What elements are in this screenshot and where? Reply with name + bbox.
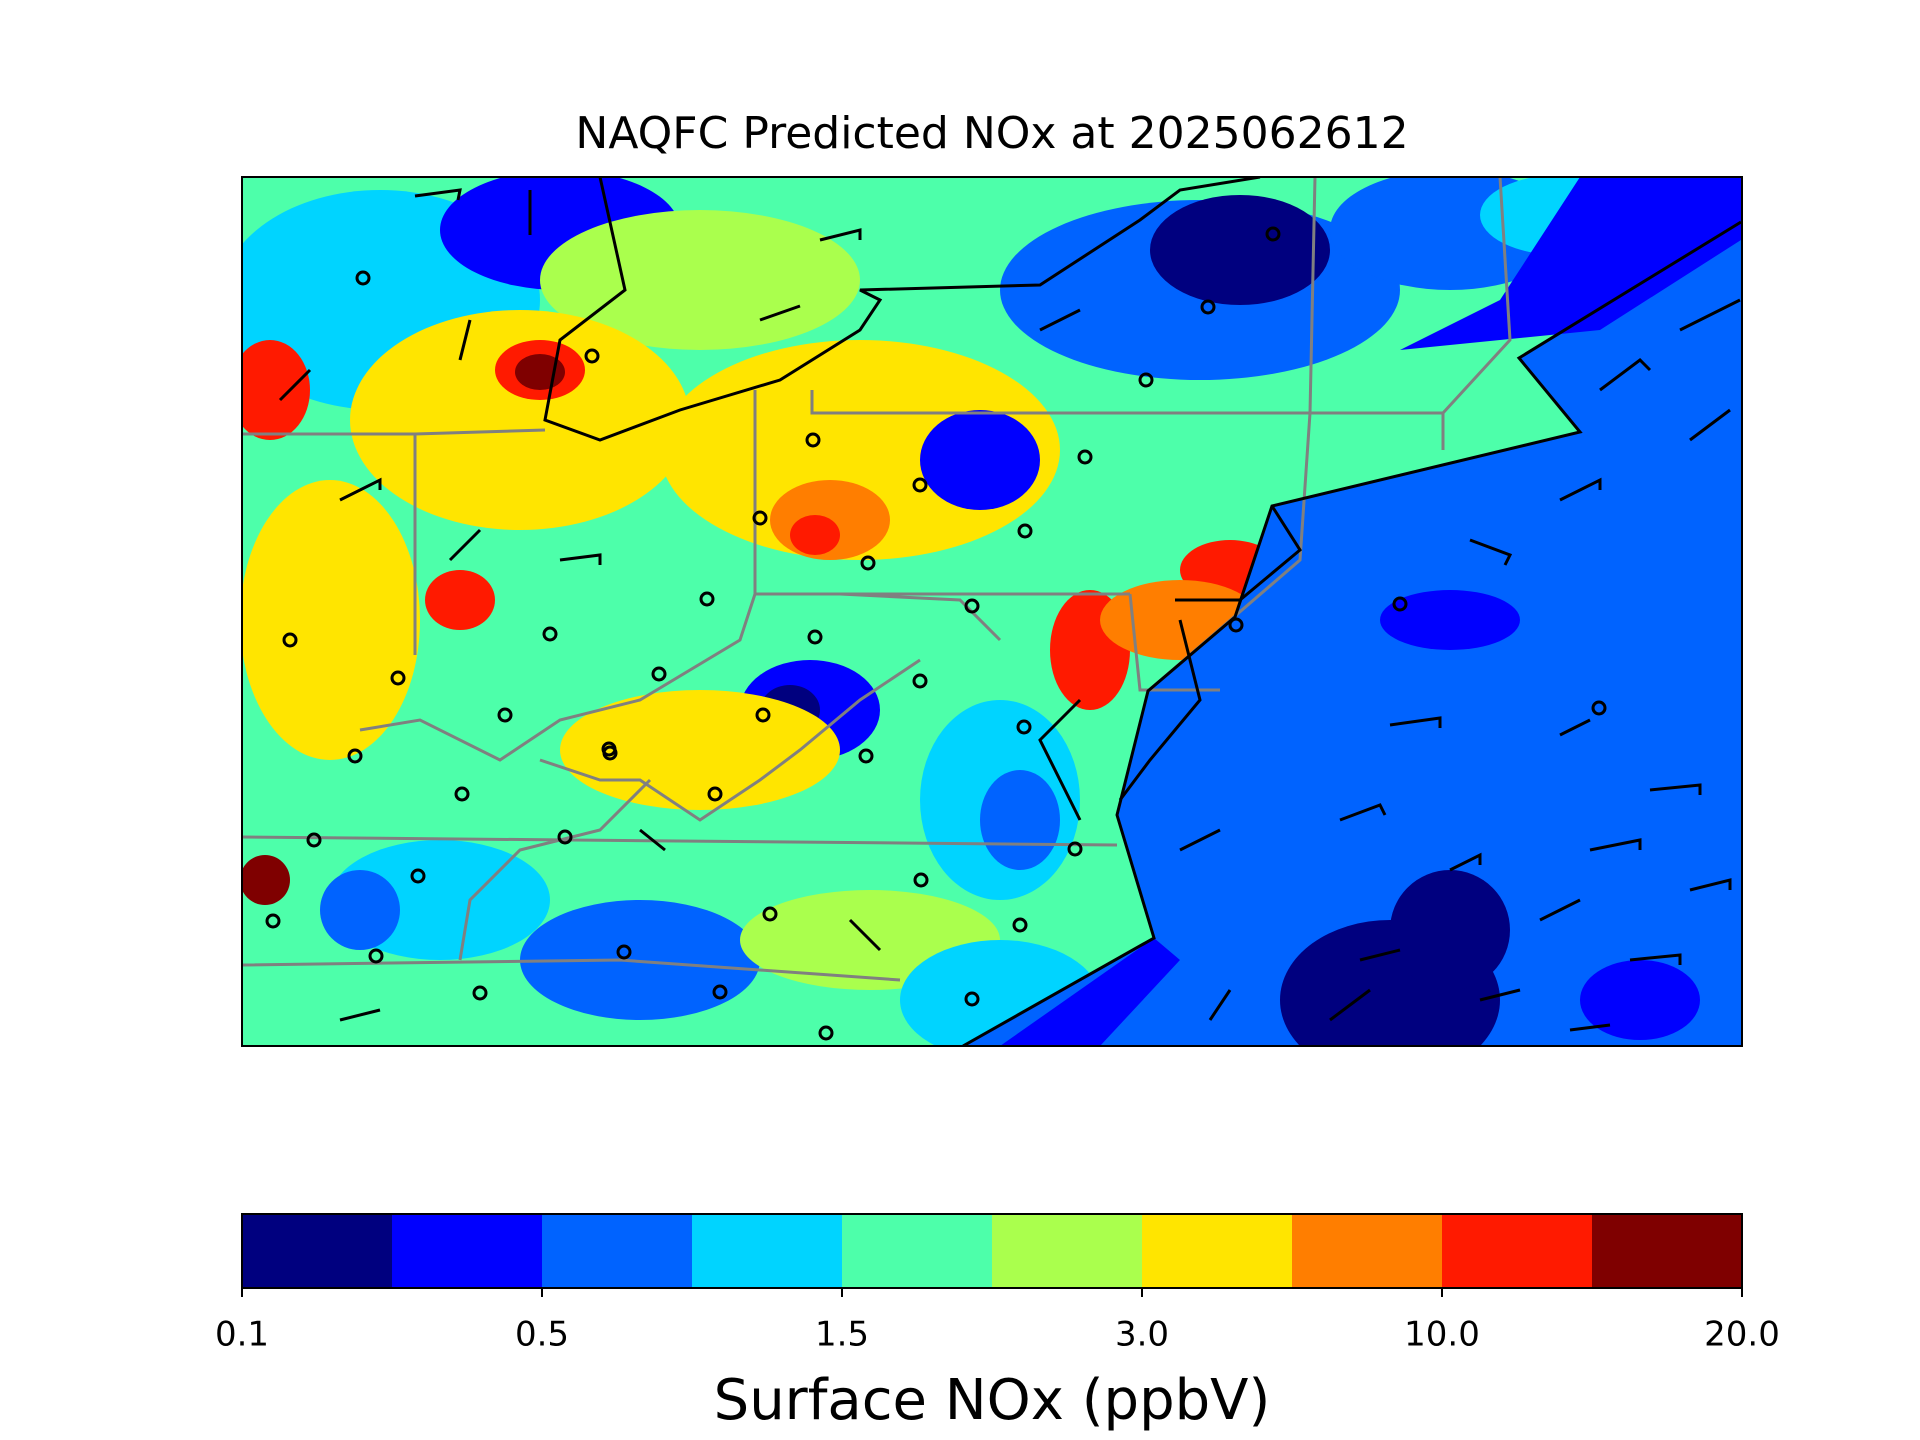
colorbar-tick-label: 0.1 (215, 1315, 269, 1355)
colorbar-tick-label: 10.0 (1404, 1315, 1480, 1355)
colorbar-bin (992, 1214, 1143, 1288)
colorbar-frame (241, 1213, 1743, 1289)
colorbar-tick-label: 1.5 (815, 1315, 869, 1355)
colorbar-bin (842, 1214, 993, 1288)
colorbar-bin (392, 1214, 543, 1288)
colorbar-bin (1592, 1214, 1743, 1288)
colorbar-tick-label: 3.0 (1115, 1315, 1169, 1355)
colorbar-bin (542, 1214, 693, 1288)
colorbar-tick-label: 20.0 (1704, 1315, 1780, 1355)
map-title: NAQFC Predicted NOx at 2025062612 (575, 108, 1408, 159)
colorbar-bin (1142, 1214, 1293, 1288)
colorbar-bin (692, 1214, 843, 1288)
colorbar-bin (242, 1214, 393, 1288)
colorbar-label: Surface NOx (ppbV) (714, 1368, 1271, 1433)
colorbar-bin (1442, 1214, 1593, 1288)
colorbar-tick-label: 0.5 (515, 1315, 569, 1355)
map-field (242, 177, 1742, 1046)
map-frame (241, 176, 1743, 1047)
colorbar-bin (1292, 1214, 1443, 1288)
colorbar: 0.1 0.5 1.5 3.0 10.0 20.0 (215, 1213, 1780, 1355)
